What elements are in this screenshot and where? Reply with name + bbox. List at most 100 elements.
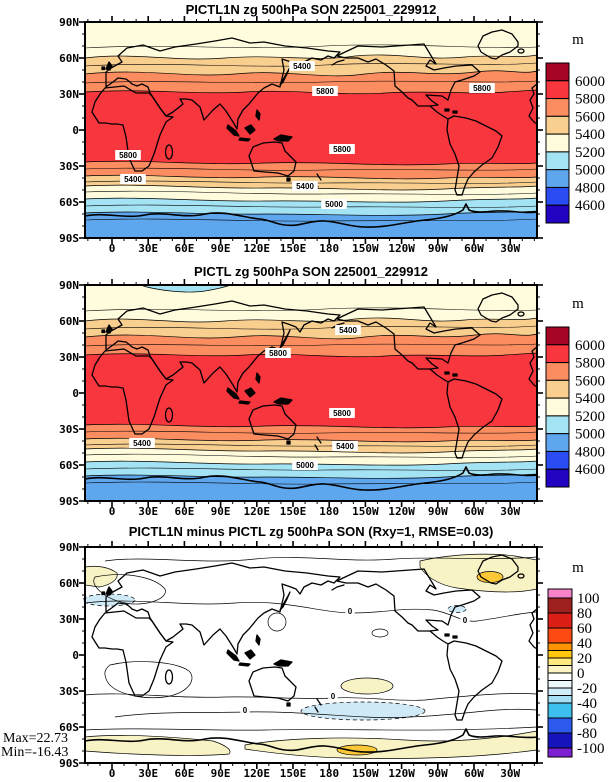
contour-label: 0	[243, 706, 248, 715]
panel1-map-area	[84, 21, 538, 239]
colorbar-box	[545, 133, 570, 153]
colorbar-label: -60	[577, 711, 597, 727]
colorbar-label: 20	[577, 651, 592, 667]
x-tick-label: 30E	[138, 767, 158, 780]
colorbar-box	[547, 657, 573, 666]
panel2-title: PICTL zg 500hPa SON 225001_229912	[194, 264, 428, 279]
colorbar-label: 4600	[575, 462, 605, 478]
contour-label: 0	[348, 607, 353, 616]
contour-label-chip	[321, 199, 347, 209]
y-tick-label: 90N	[59, 279, 79, 292]
x-tick-label: 60E	[174, 767, 194, 780]
y-tick-label: 30N	[59, 613, 79, 626]
x-tick-label: 150W	[352, 242, 379, 255]
colorbar-box	[547, 612, 573, 629]
y-tick-label: 90N	[59, 541, 79, 554]
colorbar-title: m	[572, 560, 584, 576]
y-tick-label: 30S	[59, 685, 79, 698]
contour-label: 5800	[333, 409, 351, 418]
colorbar-label: 6000	[575, 74, 605, 90]
colorbar-label: 5200	[575, 409, 605, 425]
contour-label: 5400	[124, 175, 142, 184]
map-frame	[84, 546, 538, 764]
contour-label-chip	[312, 86, 338, 96]
contour-label: 5800	[333, 145, 351, 154]
contour-label: 5400	[336, 442, 354, 451]
contour-label: 5400	[339, 326, 357, 335]
x-tick-label: 180	[319, 767, 339, 780]
x-tick-label: 90E	[211, 242, 231, 255]
colorbar-box	[547, 695, 573, 704]
colorbar-box	[547, 702, 573, 719]
y-tick-label: 0	[72, 649, 79, 662]
panel-pictl1n: PICTL1N zg 500hPa SON 225001_229912 0 30E…	[59, 2, 605, 255]
colorbar-label: 4800	[575, 180, 605, 196]
colorbar-box	[547, 665, 573, 674]
x-tick-label: 60E	[174, 242, 194, 255]
colorbar-label: 5200	[575, 145, 605, 161]
contour-label-chip	[469, 83, 495, 93]
colorbar-label: 100	[577, 591, 600, 607]
x-tick-label: 120W	[388, 767, 415, 780]
colorbar-box	[545, 62, 570, 82]
y-tick-label: 0	[72, 124, 79, 137]
colorbar-title: m	[572, 296, 584, 312]
colorbar-box	[547, 650, 573, 659]
colorbar-box	[547, 597, 573, 614]
colorbar-label: -40	[577, 696, 597, 712]
colorbar-box	[545, 80, 570, 100]
colorbar-box	[545, 204, 570, 224]
x-tick-label: 0	[109, 505, 116, 518]
contour-label: 5400	[296, 182, 314, 191]
y-tick-label: 90S	[59, 757, 79, 770]
panel-pictl: PICTL zg 500hPa SON 225001_229912 0 30E 60…	[59, 264, 605, 518]
contour-label: 5800	[316, 87, 334, 96]
y-tick-label: 60S	[59, 721, 79, 734]
colorbar-box	[545, 151, 570, 171]
contour-label-chip	[328, 691, 338, 701]
colorbar-label: 5000	[575, 163, 605, 179]
colorbar-box	[547, 672, 573, 681]
contour-label: 0	[331, 692, 336, 701]
colorbar-box	[545, 344, 570, 364]
colorbar-box	[547, 627, 573, 644]
pos-anomaly-nw	[84, 565, 118, 588]
contour-label: 5000	[325, 200, 343, 209]
min-annotation: Min=-16.43	[1, 745, 68, 760]
x-tick-label: 180	[319, 242, 339, 255]
x-tick-label: 90W	[428, 242, 448, 255]
x-tick-label: 180	[319, 505, 339, 518]
colorbar-box	[547, 717, 573, 734]
colorbar-label: 0	[577, 666, 585, 682]
colorbar-box	[545, 415, 570, 435]
x-tick-label: 150W	[352, 505, 379, 518]
x-tick-label: 120E	[244, 505, 271, 518]
y-tick-label: 60N	[59, 577, 79, 590]
contour-label-chip	[292, 460, 318, 470]
x-tick-label: 30W	[500, 505, 520, 518]
contour-label-chip	[289, 61, 315, 71]
contour-label-chip	[265, 348, 291, 358]
panel3-map-area	[82, 547, 538, 763]
colorbar-label: 5800	[575, 92, 605, 108]
colorbar-box	[547, 642, 573, 651]
colorbar-label: 4800	[575, 444, 605, 460]
colorbar-box	[545, 186, 570, 206]
colorbar-box	[545, 115, 570, 135]
contour-label-chip	[240, 705, 250, 715]
map-frame	[84, 21, 538, 239]
x-tick-label: 30E	[138, 505, 158, 518]
colorbar-box	[547, 588, 573, 599]
x-tick-label: 150W	[352, 767, 379, 780]
contour-label: 5000	[296, 461, 314, 470]
x-tick-label: 60W	[464, 242, 484, 255]
colorbar-box	[545, 326, 570, 346]
colorbar-label: 80	[577, 606, 592, 622]
pos-anomaly-antarctic-core	[336, 744, 378, 756]
x-tick-label: 90E	[211, 767, 231, 780]
colorbar-label: 5400	[575, 127, 605, 143]
colorbar-label: -100	[577, 741, 605, 757]
colorbar-label: 4600	[575, 198, 605, 214]
contour-label: 0	[463, 616, 468, 625]
colorbar-label: 5400	[575, 391, 605, 407]
